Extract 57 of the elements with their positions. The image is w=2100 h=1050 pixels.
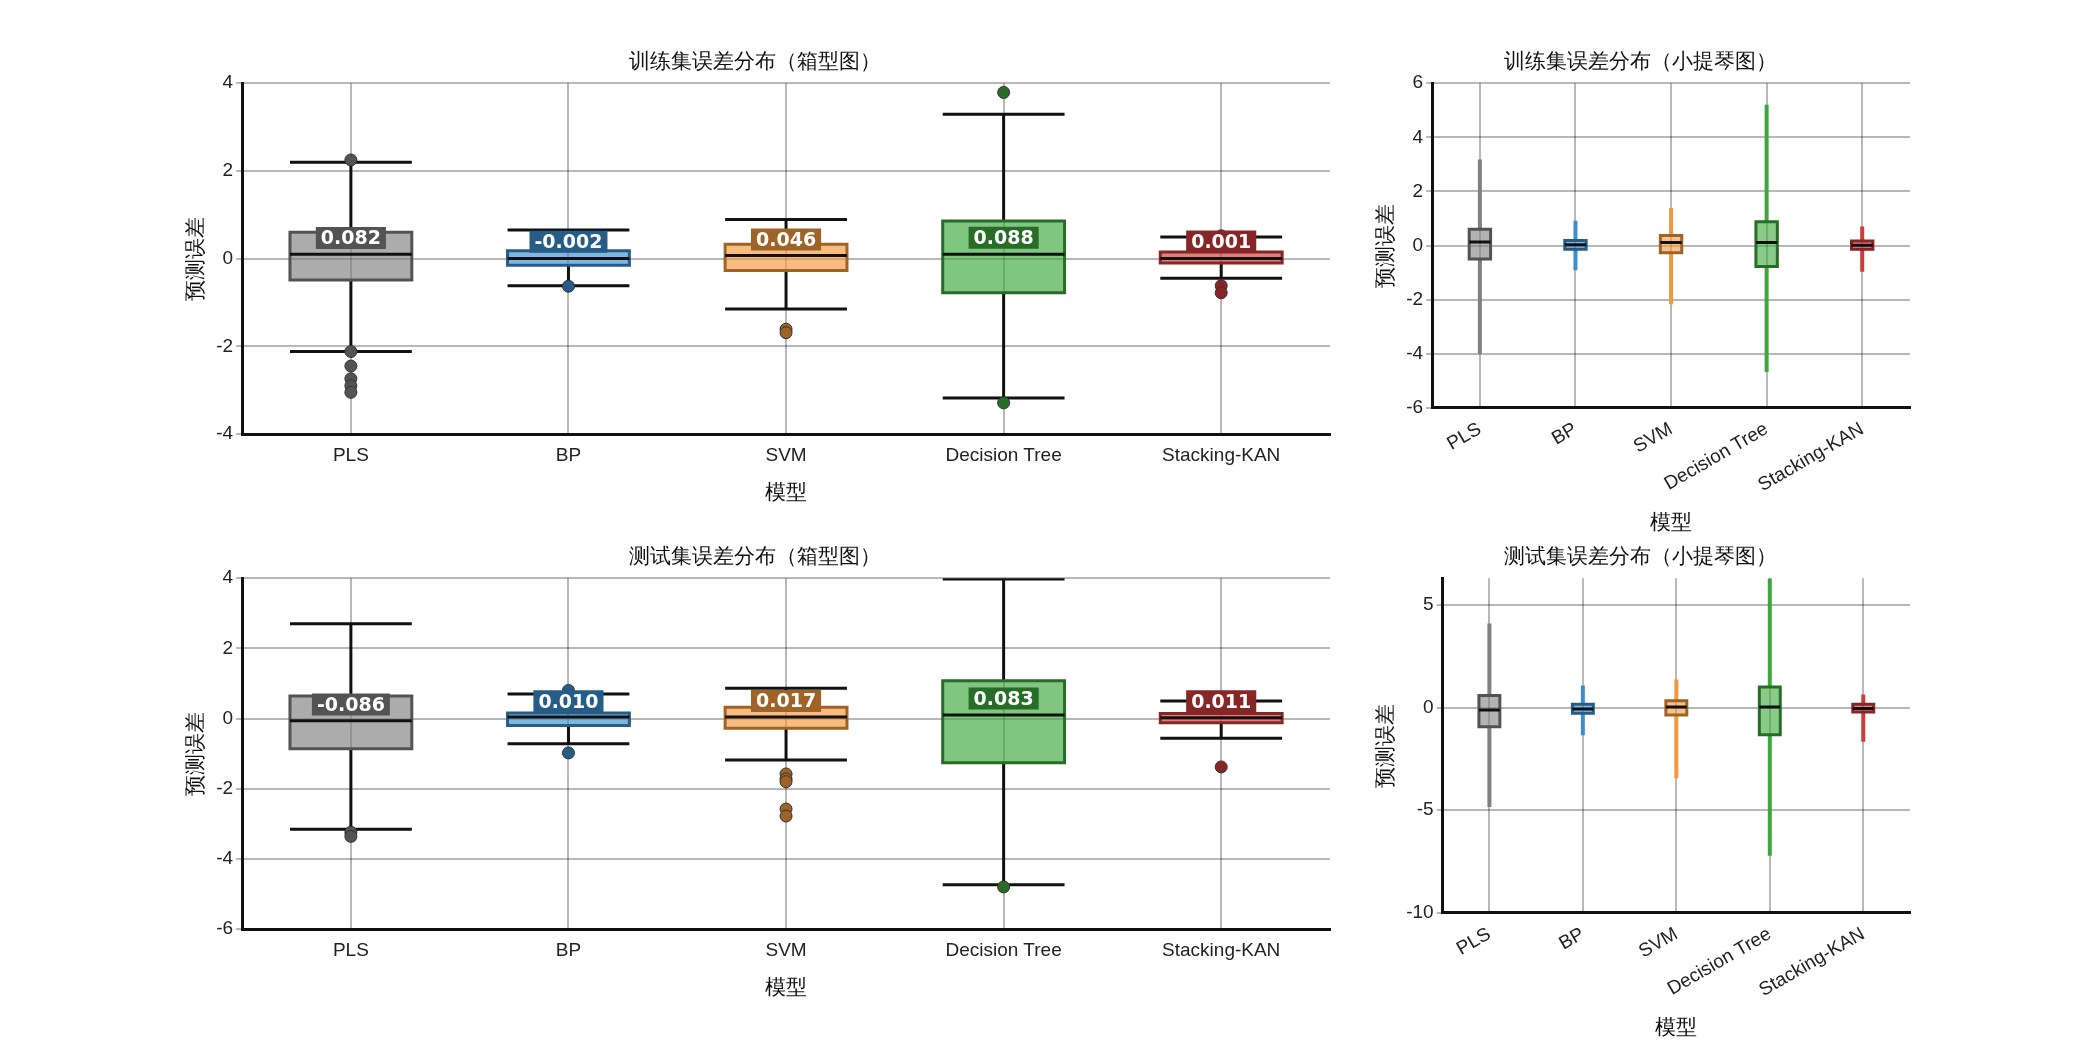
y-tick-label: -2 <box>216 776 234 798</box>
y-axis-title: 预测误差 <box>1373 203 1398 288</box>
x-tick-label: SVM <box>765 443 807 465</box>
annotation: 0.017 <box>755 689 817 712</box>
annotation: 0.046 <box>755 228 817 251</box>
x-tick-label: BP <box>555 443 582 465</box>
x-tick-label: BP <box>1555 922 1588 954</box>
x-tick-label: SVM <box>765 938 807 960</box>
y-axis-title: 预测误差 <box>183 216 208 301</box>
x-tick-label: BP <box>1547 417 1581 449</box>
x-tick-label: PLS <box>1452 922 1495 959</box>
annotation: 0.082 <box>320 226 381 249</box>
x-axis-title: 模型 <box>765 974 808 999</box>
y-tick-label: 4 <box>222 71 234 93</box>
y-tick-label: 0 <box>222 246 234 268</box>
y-axis-title: 预测误差 <box>183 711 208 796</box>
x-tick-label: PLS <box>332 938 369 960</box>
y-tick-label: 0 <box>222 706 234 728</box>
annotation: -0.002 <box>534 230 603 253</box>
y-tick-label: 0 <box>1423 695 1434 717</box>
x-tick-label: Stacking-KAN <box>1162 443 1281 465</box>
y-tick-label: -10 <box>1406 901 1434 923</box>
x-axis-title: 模型 <box>1655 1014 1698 1039</box>
y-tick-label: -6 <box>1406 396 1424 418</box>
chart-title: 训练集误差分布（箱型图） <box>629 49 881 74</box>
y-tick-label: -4 <box>216 847 234 869</box>
x-tick-label: Stacking-KAN <box>1162 938 1281 960</box>
y-tick-label: 2 <box>222 159 234 181</box>
x-tick-label: Decision Tree <box>945 443 1062 465</box>
y-tick-label: -5 <box>1416 798 1434 820</box>
y-tick-label: 4 <box>222 566 234 588</box>
x-tick-label: PLS <box>1442 417 1485 454</box>
y-tick-label: 4 <box>1412 125 1424 147</box>
annotation: 0.011 <box>1191 689 1252 712</box>
y-tick-label: 6 <box>1412 71 1424 93</box>
y-tick-label: -2 <box>1406 287 1424 309</box>
y-axis-title: 预测误差 <box>1373 703 1398 788</box>
x-tick-label: Decision Tree <box>945 938 1062 960</box>
x-tick-label: PLS <box>332 443 369 465</box>
annotation: 0.010 <box>538 689 599 712</box>
chart-title: 测试集误差分布（小提琴图） <box>1503 544 1777 569</box>
y-tick-label: 0 <box>1412 233 1424 255</box>
y-tick-label: -2 <box>216 334 234 356</box>
y-tick-label: -4 <box>1406 342 1424 364</box>
x-axis-title: 模型 <box>1650 509 1693 534</box>
chart-title: 训练集误差分布（小提琴图） <box>1503 49 1777 74</box>
annotation: 0.088 <box>973 226 1034 249</box>
chart-title: 测试集误差分布（箱型图） <box>629 544 881 569</box>
annotation: 0.083 <box>973 687 1034 710</box>
y-tick-label: 5 <box>1423 593 1434 615</box>
x-axis-title: 模型 <box>765 479 808 504</box>
y-tick-label: 2 <box>222 636 234 658</box>
y-tick-label: -4 <box>216 422 234 444</box>
y-tick-label: 2 <box>1412 179 1424 201</box>
annotation: -0.086 <box>316 692 385 715</box>
y-tick-label: -6 <box>216 917 234 939</box>
x-tick-label: BP <box>555 938 582 960</box>
